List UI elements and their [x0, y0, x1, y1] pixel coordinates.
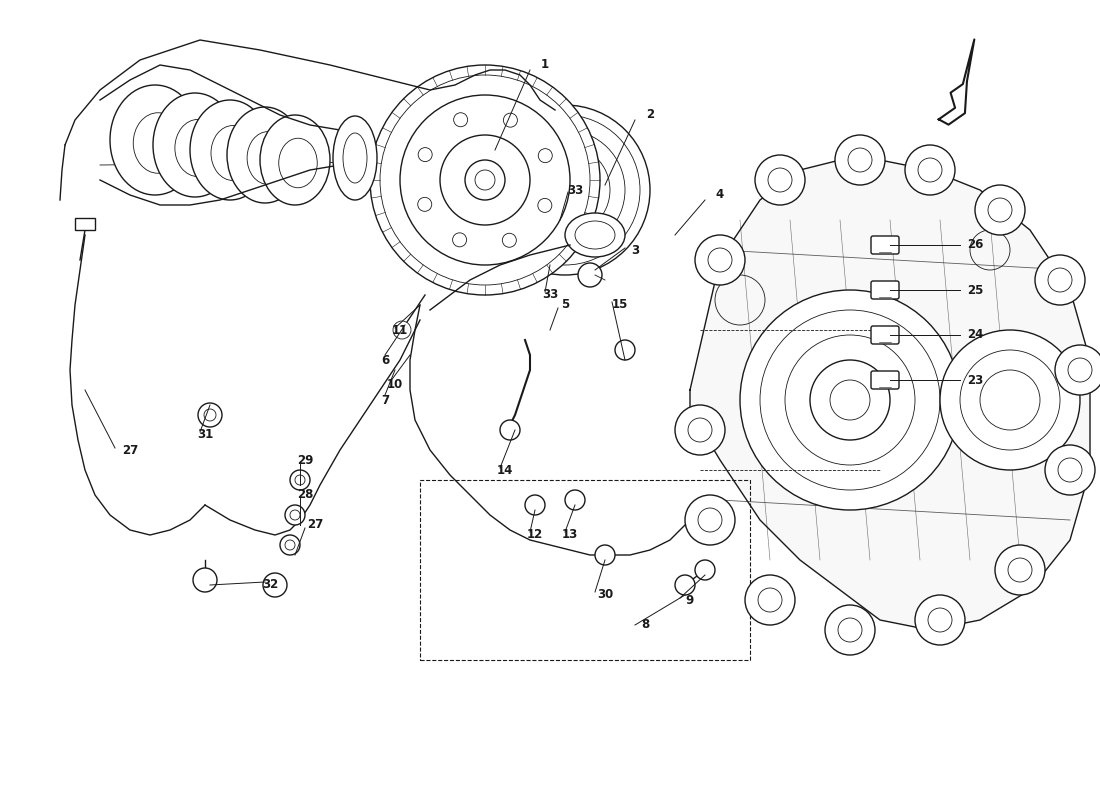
- Text: 27: 27: [307, 518, 323, 531]
- Ellipse shape: [565, 213, 625, 257]
- Text: 23: 23: [967, 374, 983, 386]
- Text: 4: 4: [716, 189, 724, 202]
- Polygon shape: [690, 160, 1090, 630]
- Circle shape: [975, 185, 1025, 235]
- Circle shape: [198, 403, 222, 427]
- Text: 8: 8: [641, 618, 649, 631]
- Ellipse shape: [535, 160, 595, 220]
- Ellipse shape: [190, 100, 270, 200]
- Ellipse shape: [153, 93, 236, 197]
- Ellipse shape: [440, 135, 530, 225]
- Text: 27: 27: [122, 443, 139, 457]
- Ellipse shape: [370, 65, 600, 295]
- Circle shape: [810, 360, 890, 440]
- Circle shape: [595, 545, 615, 565]
- Circle shape: [453, 113, 468, 126]
- Ellipse shape: [333, 116, 377, 200]
- Ellipse shape: [110, 85, 200, 195]
- FancyBboxPatch shape: [871, 281, 899, 299]
- Circle shape: [905, 145, 955, 195]
- Circle shape: [1055, 345, 1100, 395]
- Text: 32: 32: [262, 578, 278, 591]
- Circle shape: [525, 495, 544, 515]
- Circle shape: [565, 490, 585, 510]
- Bar: [420, 480, 750, 660]
- Text: 6: 6: [381, 354, 389, 366]
- Circle shape: [915, 595, 965, 645]
- Circle shape: [675, 575, 695, 595]
- Text: 3: 3: [631, 243, 639, 257]
- Circle shape: [996, 545, 1045, 595]
- Ellipse shape: [248, 131, 289, 184]
- Text: 10: 10: [387, 378, 403, 391]
- Text: 11: 11: [392, 323, 408, 337]
- FancyBboxPatch shape: [871, 371, 899, 389]
- Circle shape: [263, 573, 287, 597]
- Circle shape: [452, 233, 466, 247]
- Ellipse shape: [480, 105, 650, 275]
- Circle shape: [503, 234, 516, 247]
- Circle shape: [695, 235, 745, 285]
- Circle shape: [835, 135, 886, 185]
- FancyBboxPatch shape: [871, 236, 899, 254]
- Text: 29: 29: [297, 454, 313, 466]
- Circle shape: [393, 321, 411, 339]
- Text: 26: 26: [967, 238, 983, 251]
- Circle shape: [500, 420, 520, 440]
- Text: 13: 13: [562, 529, 579, 542]
- Ellipse shape: [475, 170, 495, 190]
- Ellipse shape: [175, 119, 221, 177]
- Circle shape: [940, 330, 1080, 470]
- Text: 24: 24: [967, 329, 983, 342]
- Text: 1: 1: [541, 58, 549, 71]
- Text: 2: 2: [646, 109, 654, 122]
- Text: 14: 14: [497, 463, 514, 477]
- Ellipse shape: [278, 138, 317, 188]
- Circle shape: [740, 290, 960, 510]
- Text: 33: 33: [542, 289, 558, 302]
- Circle shape: [280, 535, 300, 555]
- Ellipse shape: [260, 115, 330, 205]
- Circle shape: [755, 155, 805, 205]
- Ellipse shape: [227, 107, 302, 203]
- Text: 7: 7: [381, 394, 389, 406]
- Ellipse shape: [343, 133, 367, 183]
- Text: 5: 5: [561, 298, 569, 311]
- Circle shape: [538, 198, 552, 212]
- Text: 30: 30: [597, 589, 613, 602]
- FancyBboxPatch shape: [871, 326, 899, 344]
- Circle shape: [685, 495, 735, 545]
- Text: 9: 9: [686, 594, 694, 606]
- Ellipse shape: [133, 113, 183, 174]
- Circle shape: [192, 568, 217, 592]
- Circle shape: [538, 149, 552, 162]
- Circle shape: [418, 198, 431, 211]
- Ellipse shape: [400, 95, 570, 265]
- Circle shape: [695, 560, 715, 580]
- Circle shape: [285, 505, 305, 525]
- Circle shape: [290, 470, 310, 490]
- Text: 15: 15: [612, 298, 628, 311]
- Text: 25: 25: [967, 283, 983, 297]
- Circle shape: [615, 340, 635, 360]
- Circle shape: [675, 405, 725, 455]
- Text: 12: 12: [527, 529, 543, 542]
- Bar: [75, 218, 95, 230]
- Circle shape: [1045, 445, 1094, 495]
- Text: 33: 33: [566, 183, 583, 197]
- Ellipse shape: [211, 126, 255, 181]
- Circle shape: [504, 113, 517, 127]
- Circle shape: [745, 575, 795, 625]
- Circle shape: [418, 148, 432, 162]
- Circle shape: [578, 263, 602, 287]
- Text: 31: 31: [197, 429, 213, 442]
- Circle shape: [825, 605, 874, 655]
- Text: 28: 28: [297, 489, 313, 502]
- Ellipse shape: [465, 160, 505, 200]
- Circle shape: [1035, 255, 1085, 305]
